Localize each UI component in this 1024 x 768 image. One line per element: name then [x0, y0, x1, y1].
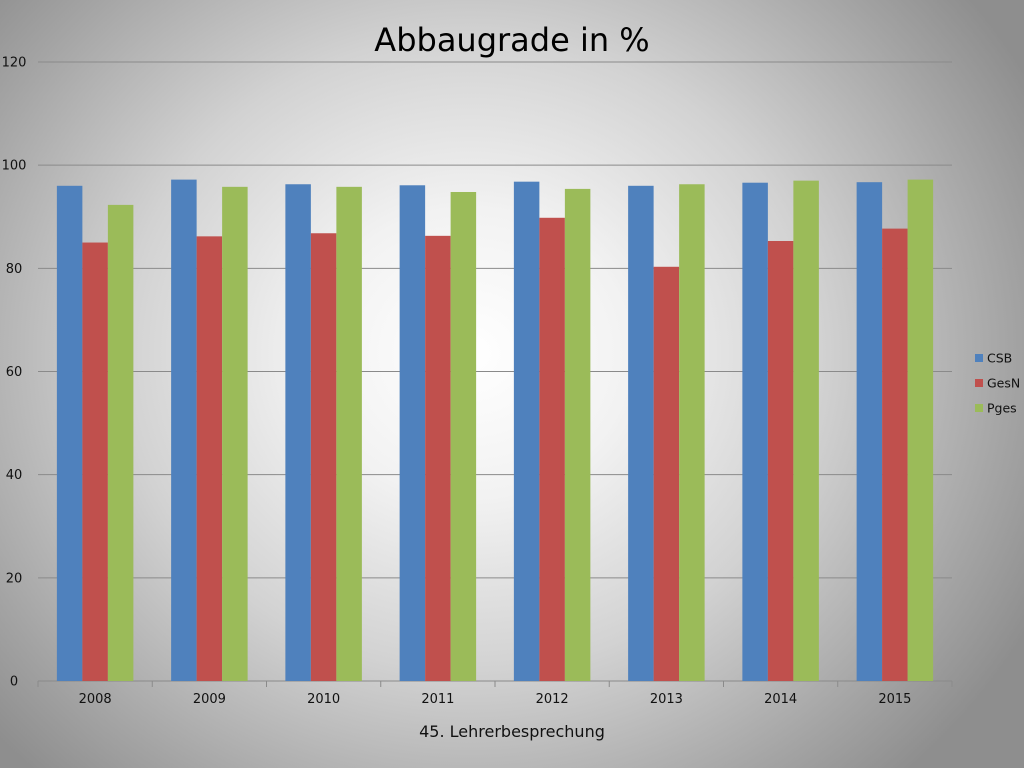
bar-pges-2012: [564, 188, 591, 681]
y-tick-label: 60: [6, 365, 23, 380]
x-tick-label: 2012: [536, 692, 569, 707]
bar-pges-2015: [907, 179, 934, 682]
bar-gesn-2015: [882, 228, 908, 681]
bar-csb-2014: [742, 182, 768, 681]
x-tick-label: 2008: [79, 692, 112, 707]
legend-label-pges: Pges: [987, 401, 1017, 416]
y-tick-label: 40: [6, 468, 23, 483]
bars: [56, 179, 934, 682]
legend-label-csb: CSB: [987, 351, 1012, 366]
legend: CSB GesN Pges: [975, 351, 1020, 416]
bar-gesn-2008: [82, 242, 108, 681]
bar-gesn-2009: [196, 236, 223, 681]
bar-gesn-2012: [539, 217, 565, 681]
y-tick-label: 80: [6, 262, 23, 277]
bar-pges-2008: [107, 204, 134, 681]
x-tick-label: 2014: [764, 692, 797, 707]
x-tick-label: 2010: [307, 692, 340, 707]
bar-csb-2011: [399, 185, 426, 681]
bar-csb-2012: [513, 181, 540, 681]
y-tick-label: 20: [6, 571, 23, 586]
bar-csb-2015: [856, 182, 883, 682]
x-tick-label: 2011: [421, 692, 454, 707]
legend-swatch-pges: [975, 404, 983, 412]
y-tick-label: 120: [2, 56, 27, 71]
bar-pges-2009: [222, 186, 248, 681]
chart-title: Abbaugrade in %: [374, 21, 649, 59]
y-tick-label: 0: [10, 675, 18, 690]
legend-label-gesn: GesN: [987, 376, 1020, 391]
bar-pges-2011: [450, 191, 477, 682]
x-tick-label: 2009: [193, 692, 226, 707]
bar-pges-2010: [336, 186, 362, 681]
legend-swatch-csb: [975, 354, 983, 362]
y-tick-label: 100: [2, 159, 27, 174]
bar-gesn-2014: [767, 240, 794, 681]
bar-gesn-2013: [653, 266, 680, 681]
bar-pges-2014: [793, 180, 819, 681]
bar-csb-2008: [56, 185, 83, 682]
bar-gesn-2011: [425, 235, 451, 682]
bar-csb-2013: [628, 185, 654, 682]
bar-csb-2010: [285, 184, 311, 681]
bar-csb-2009: [171, 179, 197, 682]
bar-pges-2013: [679, 184, 705, 681]
x-tick-label: 2015: [878, 692, 911, 707]
x-tick-label: 2013: [650, 692, 683, 707]
footer-text: 45. Lehrerbesprechung: [419, 722, 605, 741]
bar-gesn-2010: [310, 233, 337, 682]
legend-swatch-gesn: [975, 379, 983, 387]
axes: 0 20 40 60 80 100 120 2008 2009 2010 2011 2012 2013 2…: [2, 56, 953, 707]
